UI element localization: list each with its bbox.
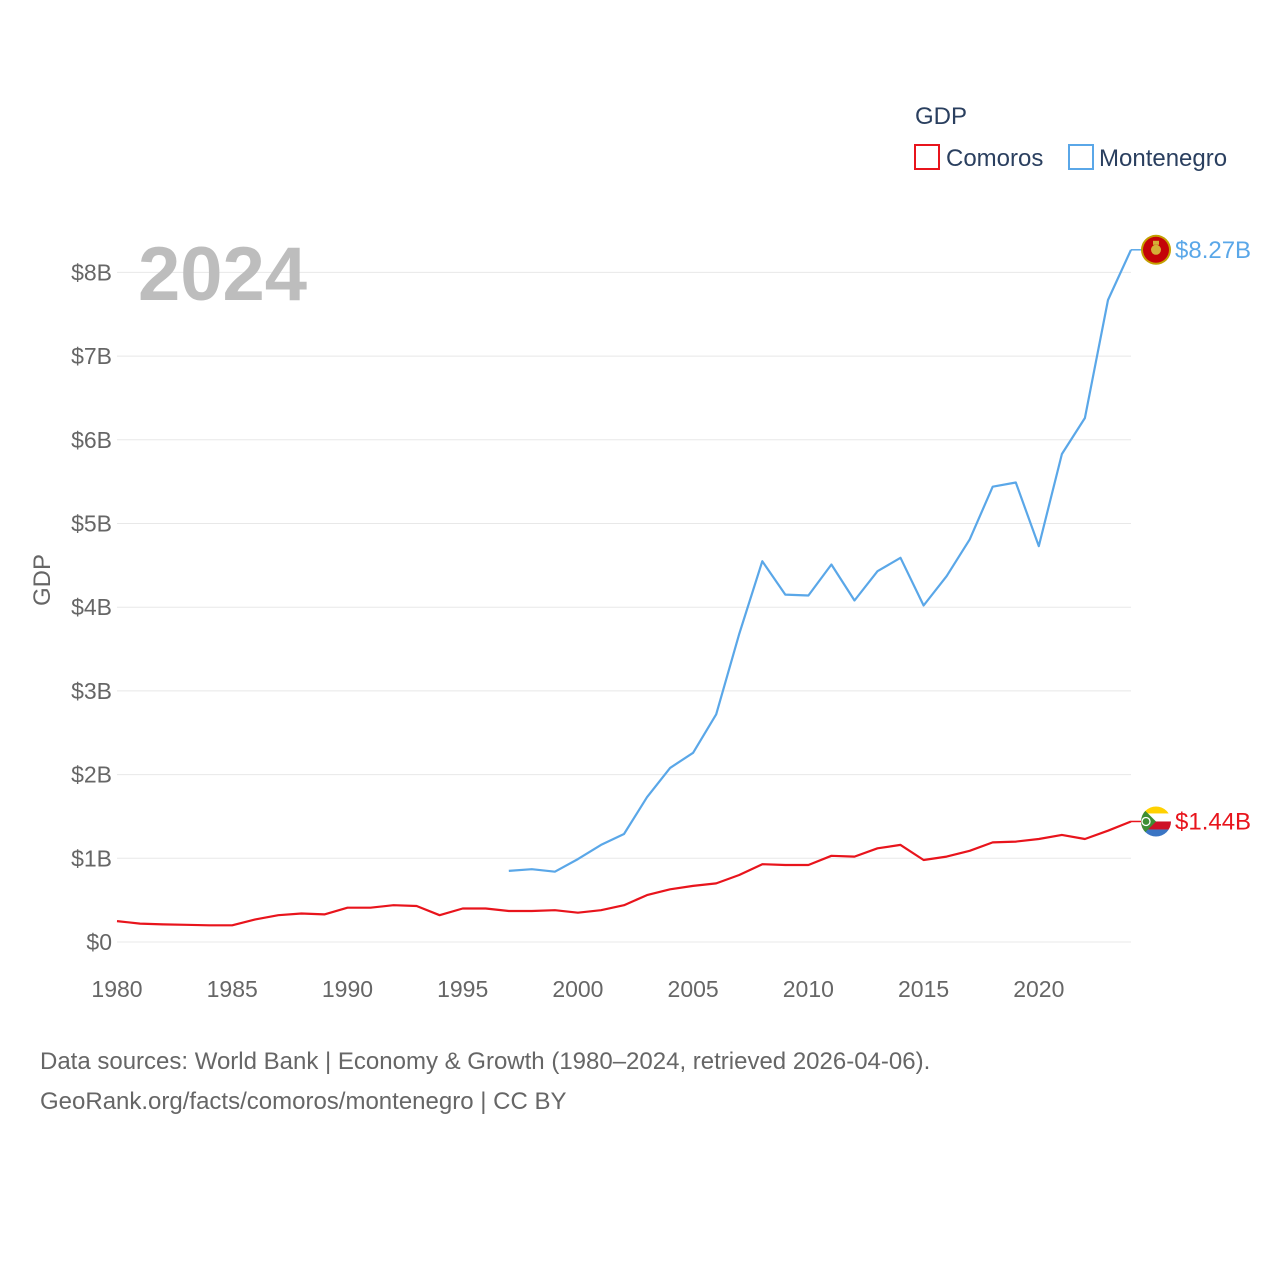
y-tick-label: $3B [71, 678, 112, 704]
end-label-montenegro: $8.27B [1175, 237, 1251, 264]
x-tick-label: 1980 [91, 976, 142, 1002]
y-tick-label: $5B [71, 511, 112, 537]
series-lines [116, 249, 1133, 927]
comoros-flag-icon [1141, 806, 1171, 837]
series-line-montenegro [508, 249, 1133, 873]
y-tick-label: $7B [71, 343, 112, 369]
series-line-comoros [116, 820, 1132, 927]
x-tick-label: 2015 [898, 976, 949, 1002]
y-axis-ticks: $0 $1B $2B $3B $4B $5B $6B $7B $8B [71, 259, 112, 955]
legend-label-comoros: Comoros [946, 145, 1043, 172]
x-tick-label: 2000 [552, 976, 603, 1002]
x-axis-ticks: 1980 1985 1990 1995 2000 2005 2010 2015 2020 [91, 976, 1064, 1002]
legend-swatch-comoros [914, 144, 940, 170]
y-tick-label: $1B [71, 845, 112, 871]
x-tick-label: 1995 [437, 976, 488, 1002]
y-tick-label: $6B [71, 427, 112, 453]
y-tick-label: $0 [86, 929, 112, 955]
source-line-2: GeoRank.org/facts/comoros/montenegro | C… [40, 1088, 567, 1115]
x-tick-label: 2020 [1013, 976, 1064, 1002]
grid-lines [117, 271, 1131, 943]
legend-swatch-montenegro [1068, 144, 1094, 170]
source-line-1: Data sources: World Bank | Economy & Gro… [40, 1048, 931, 1075]
legend-item-montenegro[interactable]: Montenegro [1068, 144, 1227, 172]
source-note: Data sources: World Bank | Economy & Gro… [40, 1042, 930, 1122]
year-watermark: 2024 [138, 232, 307, 317]
x-tick-label: 1985 [207, 976, 258, 1002]
legend[interactable]: GDP Comoros Montenegro [914, 103, 1227, 172]
x-tick-label: 2010 [783, 976, 834, 1002]
x-tick-label: 1990 [322, 976, 373, 1002]
end-markers: $1.44B $8.27B [1131, 234, 1251, 837]
legend-label-montenegro: Montenegro [1099, 145, 1227, 172]
x-tick-label: 2005 [668, 976, 719, 1002]
montenegro-flag-icon [1141, 234, 1171, 265]
legend-title: GDP [915, 103, 967, 130]
y-tick-label: $8B [71, 259, 112, 285]
y-tick-label: $2B [71, 762, 112, 788]
legend-item-comoros[interactable]: Comoros [914, 144, 1043, 172]
y-tick-label: $4B [71, 594, 112, 620]
end-label-comoros: $1.44B [1175, 808, 1251, 835]
y-axis-title: GDP [29, 554, 56, 606]
